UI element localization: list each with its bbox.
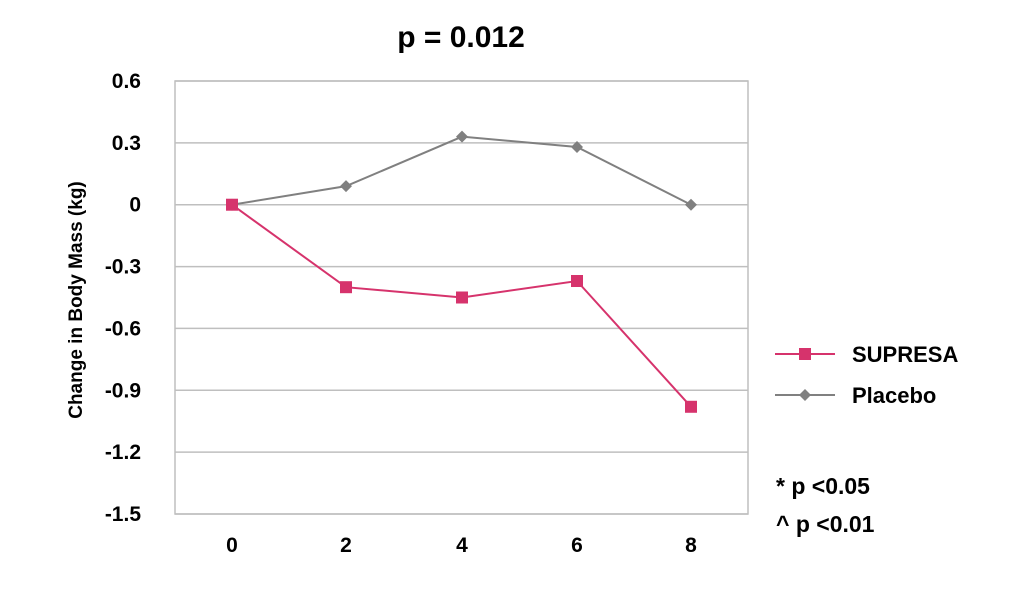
legend-label-placebo: Placebo [852,383,936,408]
gridlines [175,80,748,515]
y-tick-label: -0.9 [105,379,141,402]
x-axis-ticks: 0 2 4 6 8 [226,534,697,557]
y-tick-label: -0.3 [105,256,141,279]
y-tick-label: 0 [129,194,141,217]
legend-item-supresa: SUPRESA [775,342,958,367]
data-point-supresa [456,291,468,304]
data-point-placebo [340,180,352,193]
series-layer [226,130,697,413]
data-point-supresa [685,400,697,413]
legend-item-placebo: Placebo [775,383,936,408]
legend: SUPRESA Placebo [775,342,958,408]
data-point-supresa [571,275,583,288]
annotation-p-001: ^ p <0.01 [776,511,875,537]
data-point-placebo [685,198,697,211]
data-point-supresa [340,281,352,294]
legend-label-supresa: SUPRESA [852,342,958,367]
y-tick-label: 0.3 [112,132,141,155]
data-point-supresa [226,198,238,211]
data-point-placebo [571,140,583,153]
series-supresa [226,198,697,413]
legend-marker-supresa [799,348,811,360]
y-tick-label: -0.6 [105,317,141,340]
annotation-p-005: * p <0.05 [776,473,870,499]
x-tick-label: 6 [571,534,583,557]
y-tick-label: 0.6 [112,70,141,93]
y-tick-label: -1.5 [105,503,142,526]
x-tick-label: 0 [226,534,238,557]
y-tick-label: -1.2 [105,441,141,464]
series-line-supresa [231,203,692,408]
legend-marker-placebo [799,389,811,401]
chart-title: p = 0.012 [397,21,525,54]
series-line-placebo [231,135,692,206]
x-tick-label: 2 [340,534,352,557]
x-tick-label: 8 [685,534,697,557]
y-axis-label: Change in Body Mass (kg) [66,181,87,419]
y-axis-ticks: 0.6 0.3 0 -0.3 -0.6 -0.9 -1.2 -1.5 [105,70,142,526]
x-tick-label: 4 [456,534,468,557]
data-point-placebo [456,130,468,143]
